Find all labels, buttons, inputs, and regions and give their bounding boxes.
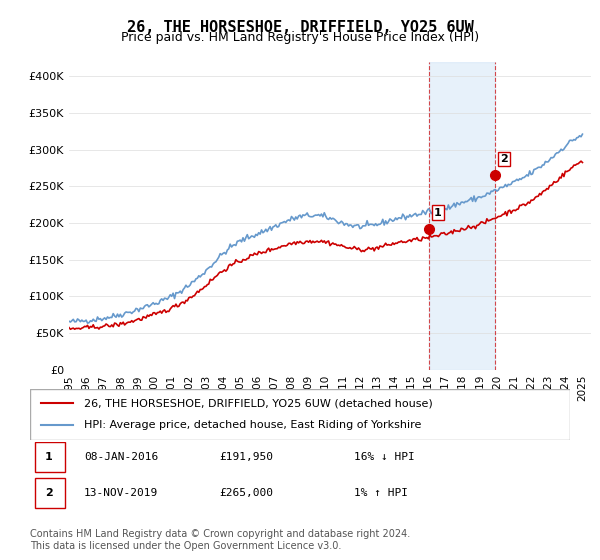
Text: 1% ↑ HPI: 1% ↑ HPI [354, 488, 408, 498]
Text: 26, THE HORSESHOE, DRIFFIELD, YO25 6UW (detached house): 26, THE HORSESHOE, DRIFFIELD, YO25 6UW (… [84, 398, 433, 408]
Text: 1: 1 [45, 452, 53, 462]
Bar [429, 62, 494, 370]
FancyBboxPatch shape [30, 389, 570, 440]
Text: 1: 1 [434, 208, 442, 218]
Text: £191,950: £191,950 [219, 452, 273, 462]
Text: £265,000: £265,000 [219, 488, 273, 498]
Text: 26, THE HORSESHOE, DRIFFIELD, YO25 6UW: 26, THE HORSESHOE, DRIFFIELD, YO25 6UW [127, 20, 473, 35]
Text: Contains HM Land Registry data © Crown copyright and database right 2024.
This d: Contains HM Land Registry data © Crown c… [30, 529, 410, 551]
FancyBboxPatch shape [35, 442, 65, 472]
Text: 08-JAN-2016: 08-JAN-2016 [84, 452, 158, 462]
Text: 13-NOV-2019: 13-NOV-2019 [84, 488, 158, 498]
FancyBboxPatch shape [35, 478, 65, 507]
Text: 16% ↓ HPI: 16% ↓ HPI [354, 452, 415, 462]
Text: 2: 2 [500, 154, 508, 164]
Text: HPI: Average price, detached house, East Riding of Yorkshire: HPI: Average price, detached house, East… [84, 421, 421, 431]
Text: Price paid vs. HM Land Registry's House Price Index (HPI): Price paid vs. HM Land Registry's House … [121, 31, 479, 44]
Text: 2: 2 [45, 488, 53, 498]
